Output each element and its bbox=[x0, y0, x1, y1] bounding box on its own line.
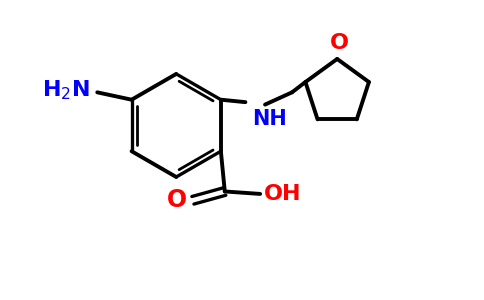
Text: H$_2$N: H$_2$N bbox=[42, 78, 90, 102]
Text: O: O bbox=[330, 33, 349, 53]
Text: NH: NH bbox=[252, 109, 287, 128]
Text: OH: OH bbox=[264, 184, 302, 204]
Text: O: O bbox=[167, 188, 187, 212]
